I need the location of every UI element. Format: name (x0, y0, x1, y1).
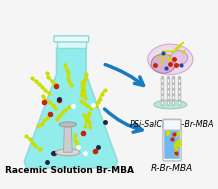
FancyBboxPatch shape (54, 36, 89, 42)
FancyBboxPatch shape (163, 119, 181, 161)
Text: R-Br-MBA: R-Br-MBA (151, 164, 193, 173)
Ellipse shape (56, 149, 80, 156)
Ellipse shape (151, 54, 175, 73)
Polygon shape (63, 125, 72, 152)
Polygon shape (24, 48, 117, 168)
Text: Racemic Solution Br-MBA: Racemic Solution Br-MBA (5, 166, 134, 175)
Polygon shape (56, 39, 86, 48)
Text: PSi-SalCav•S-Br-MBA: PSi-SalCav•S-Br-MBA (130, 120, 214, 129)
Ellipse shape (59, 122, 77, 127)
Ellipse shape (154, 100, 187, 109)
FancyBboxPatch shape (164, 130, 180, 159)
Ellipse shape (148, 44, 193, 74)
Ellipse shape (170, 51, 188, 64)
FancyBboxPatch shape (163, 120, 181, 130)
